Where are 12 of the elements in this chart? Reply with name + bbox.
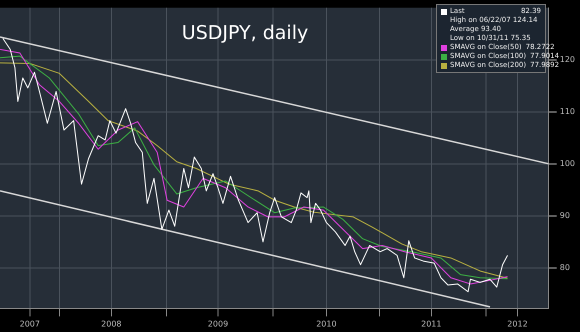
text: USDJPY, daily [182,22,308,44]
x-tick-label: 2009 [208,319,228,328]
y-tick-label: 100 [560,158,576,168]
x-tick-label: 2007 [20,319,40,328]
x-tick-label: 2011 [421,319,442,328]
y-tick-label: 90 [560,210,570,220]
x-tick-label: 2012 [507,319,528,328]
y-tick-label: 120 [560,54,576,64]
x-tick-label: 2010 [316,319,337,328]
x-tick-label: 2008 [101,319,122,328]
y-tick-label: 110 [560,106,576,116]
y-tick-label: 80 [560,262,570,272]
